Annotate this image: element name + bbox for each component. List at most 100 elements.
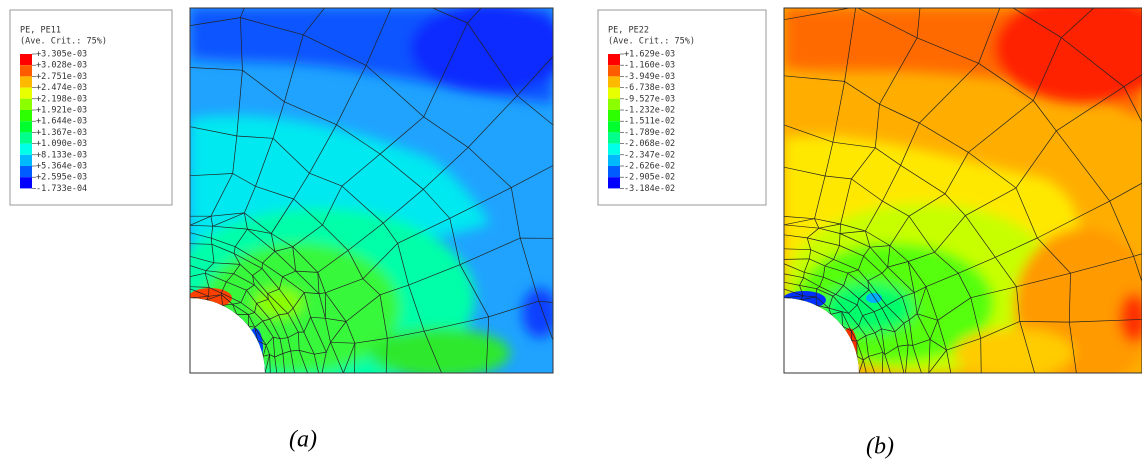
caption: (b) — [866, 434, 894, 460]
mesh-edge — [784, 124, 834, 143]
mesh-edge — [269, 354, 275, 358]
mesh-edge — [262, 251, 276, 264]
mesh-edge — [858, 298, 875, 312]
mesh-edge — [511, 149, 553, 188]
mesh-edge — [869, 246, 888, 268]
mesh-edge — [881, 272, 903, 298]
mesh-edge — [467, 95, 518, 148]
mesh-edge — [269, 354, 271, 373]
mesh-edge — [354, 337, 388, 344]
mesh-edge — [263, 354, 270, 357]
mesh-edge — [362, 278, 381, 296]
legend-swatch — [608, 166, 620, 178]
mesh-edge — [226, 273, 234, 283]
mesh-edge — [903, 319, 910, 324]
mesh-edge — [267, 293, 289, 314]
mesh-edge — [220, 281, 227, 294]
mesh-edge — [784, 263, 805, 273]
legend-swatch — [608, 110, 620, 122]
mesh-edge — [467, 22, 518, 96]
mesh-edge — [297, 332, 300, 351]
legend-level: -1.789e-02 — [624, 128, 675, 138]
legend-level: -3.184e-02 — [624, 184, 675, 194]
mesh-edge — [928, 339, 931, 373]
mesh-edge — [869, 245, 891, 248]
mesh-edge — [894, 331, 899, 347]
mesh-edge — [968, 152, 1017, 189]
mesh-edge — [900, 122, 920, 166]
mesh-edge — [835, 294, 858, 306]
mesh-edge — [881, 328, 895, 333]
mesh-edge — [1070, 255, 1134, 274]
mesh-edge — [190, 173, 233, 177]
mesh-edge — [832, 141, 876, 149]
mesh-edge — [824, 142, 834, 177]
mesh-edge — [279, 288, 294, 309]
mesh-edge — [928, 349, 947, 373]
mesh-edge — [298, 350, 308, 373]
mesh-edge — [262, 345, 267, 357]
mesh-edge — [278, 313, 288, 316]
legend-level: +1.629e-03 — [624, 50, 675, 60]
mesh-edge — [803, 272, 805, 278]
mesh-edge — [909, 313, 918, 321]
mesh-edge — [803, 277, 820, 287]
mesh-edge — [803, 258, 810, 273]
mesh-edge — [387, 330, 425, 339]
mesh-edge — [408, 264, 461, 286]
mesh-edge — [268, 299, 279, 316]
mesh-edge — [347, 250, 364, 279]
mesh-edge — [1016, 286, 1021, 322]
mesh-edge — [882, 200, 910, 217]
mesh-edge — [459, 237, 521, 266]
mesh-edge — [873, 311, 882, 329]
mesh-edge — [190, 232, 212, 239]
mesh-edge — [226, 281, 247, 291]
mesh-edge — [907, 261, 927, 287]
mesh-edge — [382, 222, 398, 244]
mesh-edge — [278, 314, 289, 338]
mesh-edge — [847, 272, 870, 291]
mesh-edge — [784, 224, 819, 229]
mesh-edge — [916, 286, 927, 314]
mesh-edge — [190, 224, 213, 227]
mesh-edge — [397, 243, 409, 286]
mesh-edge — [804, 271, 824, 278]
mesh-edge — [204, 270, 207, 274]
mesh-edge — [244, 186, 256, 214]
mesh-edge — [862, 315, 876, 334]
mesh-edge — [210, 226, 214, 239]
legend-level: +2.198e-03 — [36, 94, 87, 104]
legend-swatch — [608, 98, 620, 110]
mesh-edge — [345, 294, 381, 322]
legend-level: +3.305e-03 — [36, 50, 87, 60]
mesh-edge — [1019, 321, 1070, 323]
mesh-edge — [295, 270, 318, 273]
mesh-edge — [823, 276, 844, 286]
mesh-edge — [240, 17, 243, 71]
mesh-edge — [330, 321, 347, 343]
mesh-edge — [841, 311, 843, 327]
contour-plot-a — [189, 0, 601, 374]
mesh-edge — [254, 284, 269, 300]
mesh-edge — [190, 243, 212, 245]
legend-level: -1.511e-02 — [624, 117, 675, 127]
mesh-edge — [970, 286, 1017, 299]
legend-level: +1.090e-03 — [36, 139, 87, 149]
mesh-edge — [347, 222, 384, 251]
mesh-edge — [257, 340, 267, 346]
legend-level: -1.232e-02 — [624, 106, 675, 116]
mesh-edge — [784, 166, 826, 177]
mesh-edge — [908, 251, 935, 262]
mesh-edge — [856, 304, 863, 316]
mesh-edge — [965, 187, 1017, 216]
mesh-edge — [252, 275, 255, 285]
mesh-edge — [858, 289, 870, 299]
mesh-edge — [343, 343, 356, 373]
mesh-edge — [292, 246, 319, 273]
mesh-edge — [210, 216, 214, 227]
mesh-edge — [522, 0, 601, 3]
legend-level: +2.595e-03 — [36, 173, 87, 183]
mesh-edge — [274, 246, 293, 252]
